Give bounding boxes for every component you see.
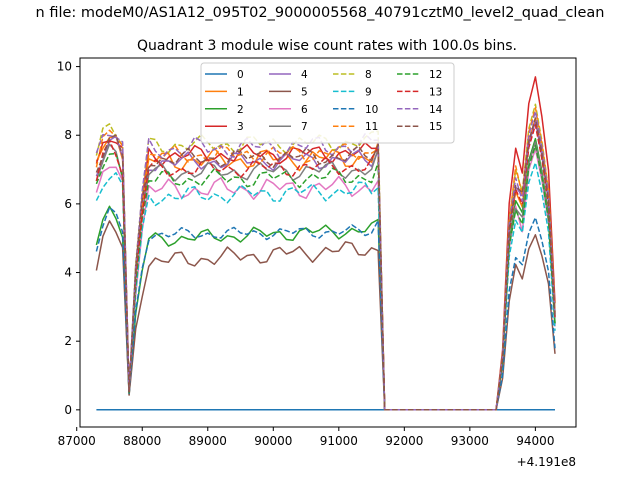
legend-label-11: 11 <box>365 121 378 133</box>
legend-label-6: 6 <box>301 104 308 116</box>
legend-label-1: 1 <box>237 86 244 98</box>
series-line-15 <box>95 117 556 411</box>
series-line-12 <box>95 144 556 411</box>
series-line-10 <box>95 206 556 411</box>
y-tick-label: 8 <box>64 128 72 142</box>
x-tick-label: 88000 <box>123 434 161 448</box>
x-tick-label: 94000 <box>516 434 554 448</box>
series-line-6 <box>95 148 556 411</box>
legend-label-12: 12 <box>429 69 442 81</box>
legend-box <box>200 62 455 144</box>
x-tick-label: 92000 <box>385 434 423 448</box>
series-line-9 <box>95 161 556 411</box>
series-line-7 <box>95 141 556 411</box>
legend-label-3: 3 <box>237 121 244 133</box>
legend-label-8: 8 <box>365 69 372 81</box>
x-axis: 87000 88000 89000 90000 91000 92000 93000 94000 <box>58 427 554 448</box>
x-tick-label: 91000 <box>320 434 358 448</box>
legend-label-15: 15 <box>429 121 442 133</box>
legend-label-14: 14 <box>429 104 443 116</box>
legend-label-7: 7 <box>301 121 308 133</box>
y-tick-label: 4 <box>64 266 72 280</box>
chart-title: Quadrant 3 module wise count rates with … <box>137 38 517 54</box>
legend-label-5: 5 <box>301 86 308 98</box>
x-tick-label: 87000 <box>58 434 96 448</box>
series-line-14 <box>95 110 556 411</box>
legend-label-2: 2 <box>237 104 244 116</box>
axes-frame <box>79 57 577 428</box>
y-tick-label: 0 <box>64 403 72 417</box>
y-tick-label: 2 <box>64 334 72 348</box>
legend-label-0: 0 <box>237 69 244 81</box>
y-tick-label: 10 <box>57 60 72 74</box>
x-tick-label: 93000 <box>451 434 489 448</box>
legend-label-13: 13 <box>429 86 442 98</box>
legend-label-9: 9 <box>365 86 372 98</box>
x-tick-label: 89000 <box>189 434 227 448</box>
y-tick-label: 6 <box>64 197 72 211</box>
legend-label-4: 4 <box>301 69 308 81</box>
series-line-11 <box>95 107 556 411</box>
series-line-5 <box>95 220 556 411</box>
chart-suptitle: n file: modeM0/AS1A12_095T02_9000005568_… <box>36 5 605 21</box>
x-tick-label: 90000 <box>254 434 292 448</box>
x-offset-text: +4.191e8 <box>517 455 576 469</box>
series-line-13 <box>95 124 556 411</box>
plot-area <box>95 76 556 411</box>
legend-label-10: 10 <box>365 104 378 116</box>
y-axis: 0 2 4 6 8 10 <box>57 60 80 417</box>
series-line-2 <box>95 137 556 411</box>
